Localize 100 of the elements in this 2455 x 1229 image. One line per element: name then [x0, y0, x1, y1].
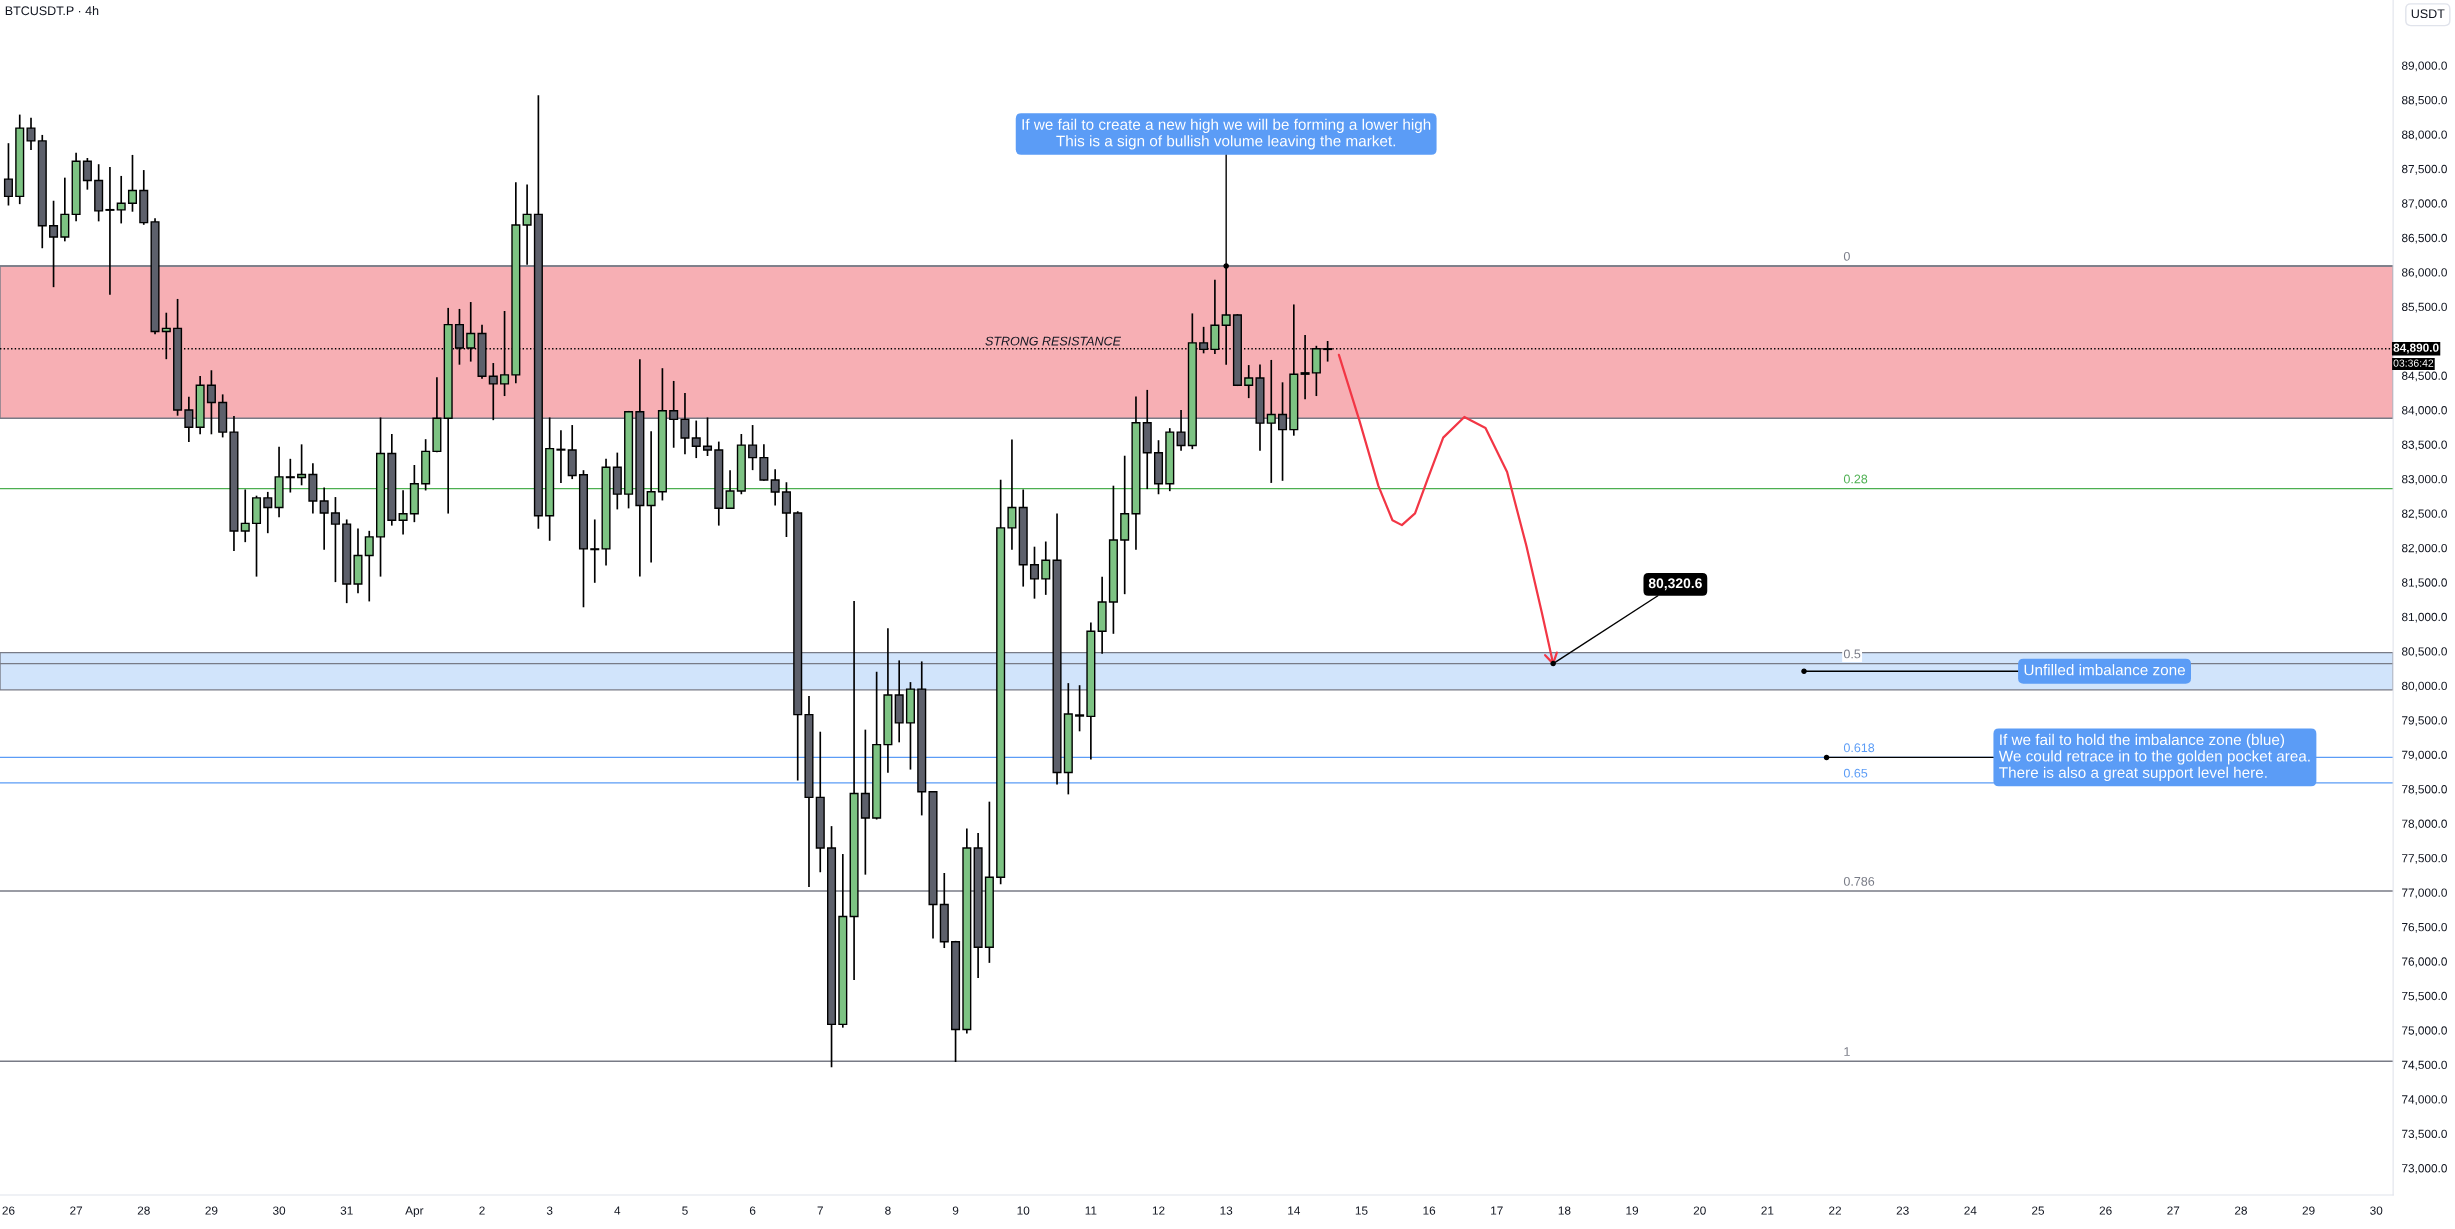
candlestick	[3, 143, 13, 206]
x-tick-label: 25	[2032, 1206, 2045, 1215]
candlestick	[590, 519, 600, 583]
x-tick-label: 8	[885, 1206, 891, 1215]
annotation: 1	[1844, 1047, 1850, 1056]
candlestick	[184, 396, 194, 442]
x-tick-label: 28	[2234, 1206, 2247, 1215]
candlestick	[1007, 439, 1017, 550]
candlestick	[522, 184, 532, 265]
candlestick	[263, 491, 273, 534]
ref-line-label: 84,890.0	[2393, 343, 2439, 354]
y-tick-label: 84,000.0	[2401, 406, 2447, 416]
x-tick-label: 27	[2167, 1206, 2180, 1215]
candlestick	[319, 487, 329, 550]
x-tick-label: 30	[2370, 1206, 2383, 1215]
candlestick	[398, 490, 408, 535]
y-tick-label: 74,000.0	[2402, 1095, 2447, 1105]
y-tick-label: 79,000.0	[2402, 750, 2447, 761]
candlestick	[669, 380, 679, 448]
candlestick	[1041, 541, 1051, 595]
y-tick-label: 73,500.0	[2402, 1129, 2447, 1140]
x-tick-label: 2	[479, 1206, 485, 1215]
x-tick-label: 4	[614, 1206, 621, 1215]
candlestick	[82, 158, 92, 190]
candlestick	[364, 530, 374, 602]
x-tick-label: 21	[1761, 1206, 1774, 1215]
y-tick-label: 74,500.0	[2402, 1060, 2447, 1071]
candlestick	[49, 200, 59, 288]
y-tick-label: 78,500.0	[2402, 785, 2447, 795]
candlestick	[26, 117, 36, 151]
x-tick-label: 27	[70, 1206, 83, 1215]
x-tick-label: 7	[817, 1206, 823, 1215]
annotation: If we fail to hold the imbalance zone (blue) We could retrace in to the golden pocket area. There is also a great support level here.	[1998, 733, 2310, 781]
annotation: 80,320.6	[1648, 578, 1702, 591]
candlestick	[680, 393, 690, 455]
candlestick	[116, 175, 126, 224]
candlestick	[556, 430, 566, 483]
x-tick-label: 26	[2, 1206, 15, 1215]
x-tick-label: 16	[1423, 1206, 1436, 1215]
candlestick	[646, 431, 656, 563]
y-tick-label: 77,000.0	[2402, 888, 2447, 899]
annotation: 0.65	[1843, 768, 1868, 778]
annotation: 0	[1843, 251, 1850, 261]
y-tick-label: 77,500.0	[2402, 854, 2447, 864]
candlestick	[770, 469, 780, 506]
annotation: If we fail to create a new high we will be forming a lower high This is a sign of bullish volume leaving the market.	[1022, 118, 1431, 150]
y-tick-label: 83,500.0	[2401, 440, 2447, 451]
candlestick	[1266, 359, 1276, 483]
x-tick-label: 5	[682, 1206, 688, 1215]
x-tick-label: 29	[205, 1206, 218, 1215]
y-tick-label: 82,500.0	[2401, 509, 2447, 520]
x-tick-label: 17	[1491, 1206, 1503, 1215]
y-tick-label: 87,000.0	[2401, 199, 2447, 210]
annotation: 0.786	[1843, 876, 1875, 886]
x-tick-label: 3	[546, 1206, 553, 1215]
candlestick	[1244, 365, 1254, 399]
candlestick	[1029, 546, 1040, 599]
x-tick-label: 28	[137, 1206, 150, 1215]
candlestick	[488, 363, 498, 421]
y-tick-label: 81,000.0	[2401, 612, 2447, 623]
x-tick-label: Apr	[405, 1206, 424, 1218]
chart-title: BTCUSDT.P · 4h	[5, 5, 99, 16]
y-tick-label: 88,000.0	[2401, 130, 2447, 141]
y-tick-label: 83,000.0	[2401, 474, 2447, 485]
candlestick	[759, 444, 769, 481]
x-tick-label: 6	[749, 1206, 756, 1215]
candlestick	[691, 420, 701, 459]
candlestick	[206, 370, 216, 435]
y-tick-label: 81,500.0	[2401, 578, 2447, 589]
x-tick-label: 26	[2099, 1206, 2112, 1215]
y-tick-label: 76,500.0	[2402, 922, 2447, 933]
candlestick	[285, 458, 295, 493]
y-tick-label: 78,000.0	[2402, 819, 2447, 830]
x-tick-label: 9	[952, 1206, 959, 1215]
y-tick-label: 86,000.0	[2401, 268, 2447, 278]
x-tick-label: 18	[1558, 1206, 1571, 1215]
y-tick-label: 75,500.0	[2402, 991, 2447, 1002]
candlestick	[781, 482, 791, 537]
candlestick	[60, 177, 70, 242]
x-tick-label: 13	[1220, 1206, 1233, 1215]
annotation: 0.618	[1843, 743, 1875, 753]
candlestick	[1278, 382, 1288, 481]
y-axis-title: USDT	[2411, 9, 2445, 19]
y-tick-label: 75,000.0	[2402, 1026, 2447, 1037]
candlestick	[748, 425, 758, 471]
y-tick-label: 76,000.0	[2402, 957, 2447, 968]
x-tick-label: 29	[2302, 1206, 2315, 1215]
x-tick-label: 23	[1896, 1206, 1909, 1215]
candlestick	[127, 154, 138, 212]
candlestick	[702, 417, 713, 457]
candlestick	[297, 444, 307, 486]
annotation: 0.28	[1843, 474, 1868, 484]
x-tick-label: 31	[340, 1206, 353, 1215]
x-tick-label: 19	[1626, 1206, 1639, 1215]
band-label: STRONG RESISTANCE	[985, 336, 1122, 346]
x-tick-label: 24	[1964, 1206, 1977, 1215]
x-tick-label: 12	[1152, 1206, 1165, 1215]
y-tick-label: 88,500.0	[2401, 95, 2447, 106]
x-tick-label: 20	[1693, 1206, 1706, 1215]
candlestick	[161, 312, 171, 360]
